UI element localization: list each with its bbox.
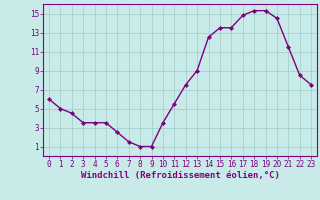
X-axis label: Windchill (Refroidissement éolien,°C): Windchill (Refroidissement éolien,°C) (81, 171, 279, 180)
